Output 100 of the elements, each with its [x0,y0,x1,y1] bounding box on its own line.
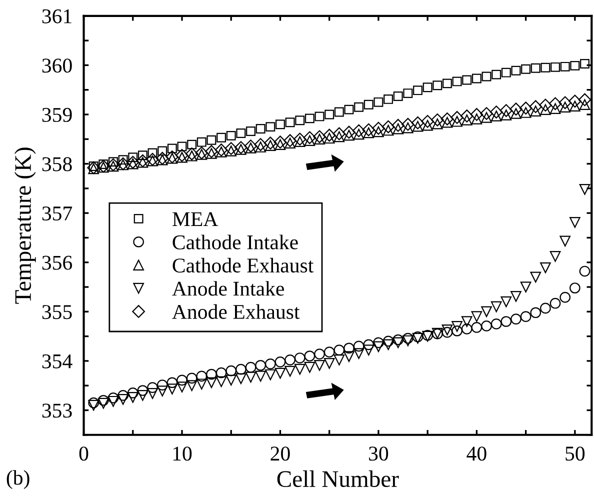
point [462,75,472,85]
point [382,339,394,350]
point [560,62,570,72]
point [195,146,208,160]
point [294,136,306,148]
point [127,388,138,398]
point [432,118,443,130]
point [274,356,286,368]
point [177,142,187,152]
point [186,150,198,162]
point [98,394,109,406]
point [322,128,336,142]
point [432,80,442,90]
point [530,307,542,318]
point [266,122,276,132]
point [373,337,384,348]
point [529,100,542,114]
point [510,290,522,302]
point [206,148,217,159]
point [481,112,492,123]
point [294,352,306,364]
point [187,140,197,150]
point [392,334,404,346]
point [540,302,551,314]
point [430,113,444,126]
point [274,139,286,150]
point [255,360,266,371]
point [214,144,228,156]
point [158,146,168,156]
x-tick-label: 0 [79,446,88,461]
point [127,392,138,403]
point [461,316,472,327]
point [137,385,148,396]
point [295,116,305,126]
point [196,137,206,147]
point [186,380,198,391]
point [344,104,354,114]
point [570,217,580,228]
point [313,130,326,144]
text: (b) [6,470,30,490]
point [166,152,178,164]
point [511,66,521,76]
point [274,136,287,149]
point [284,138,296,148]
point [256,124,266,134]
point [324,358,335,369]
point [206,135,216,145]
point [156,386,168,396]
point [314,112,324,122]
legend-label: MEA [172,212,218,226]
point [403,88,413,98]
point [176,374,188,386]
legend-label: Cathode Exhaust [172,258,314,273]
point [402,335,414,346]
y-tick-label: 354 [42,354,72,368]
point [461,114,472,126]
y-tick-label: 356 [42,256,72,270]
point [254,138,268,151]
x-tick-label: 10 [173,446,192,461]
point [344,130,354,141]
point [579,266,590,277]
point [519,102,532,115]
point [314,348,325,360]
point [540,104,551,115]
point [422,120,433,131]
point [147,382,158,393]
point [246,126,256,136]
point [156,154,168,166]
point [186,372,198,384]
y-tick-label: 360 [42,58,72,73]
point [303,131,316,144]
point [276,120,285,130]
point [401,118,414,131]
point [293,132,306,146]
point [392,123,404,134]
point [363,344,374,356]
point [332,127,346,140]
point [126,156,140,169]
point [206,377,217,388]
point [539,98,552,112]
point [166,384,178,394]
point [540,262,551,274]
point [226,374,237,386]
legend-label: Anode Exhaust [172,304,300,319]
point [570,282,580,294]
point [137,156,148,168]
point [452,321,462,332]
legend-label: Anode Intake [172,281,284,296]
point [510,102,522,116]
point [393,92,403,101]
point [402,122,414,134]
y-tick-label: 355 [42,305,72,320]
point [363,339,374,350]
point [176,382,188,392]
point [362,123,376,136]
point [392,337,404,348]
point [500,104,513,117]
point [510,314,522,324]
point [568,94,582,108]
point [147,388,158,399]
